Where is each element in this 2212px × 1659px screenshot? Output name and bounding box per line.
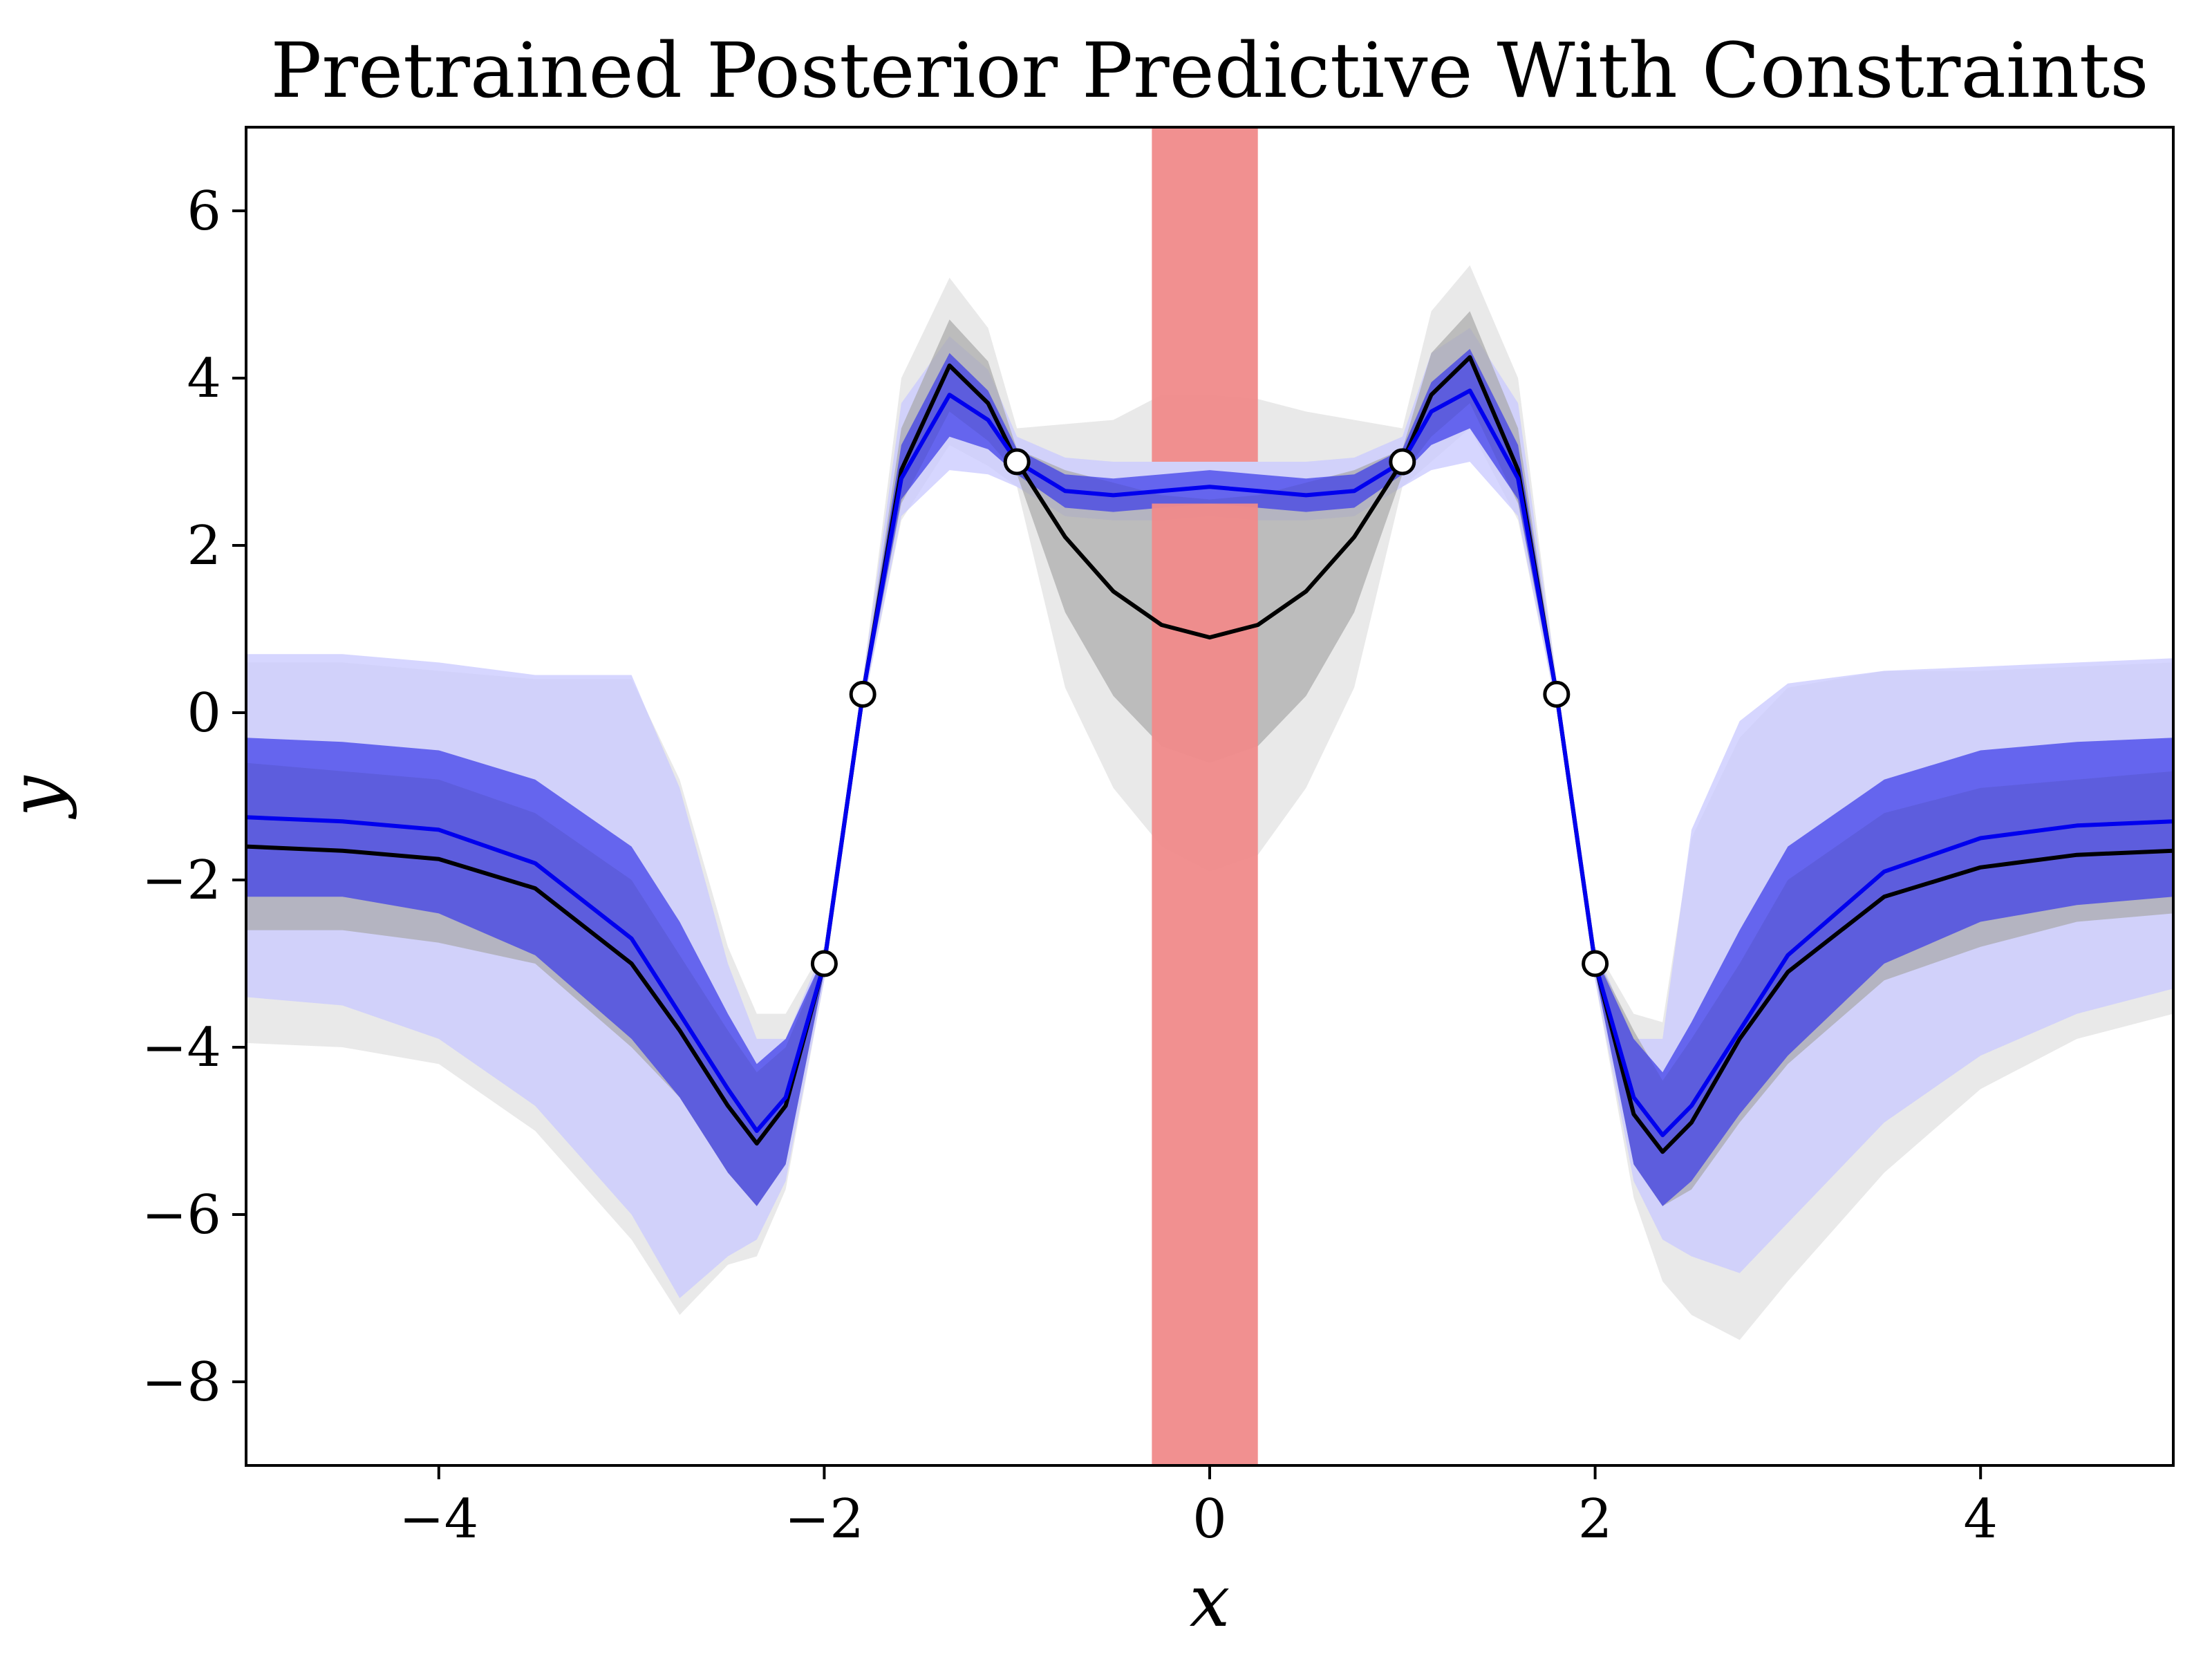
x-tick-label: 4 [1963,1488,1998,1550]
chart-title: Pretrained Posterior Predictive With Con… [270,26,2148,115]
y-tick-label: −6 [142,1184,221,1246]
constraint-region-0 [1152,127,1258,462]
plot-area [246,127,2173,1465]
constraint-region-1 [1152,503,1258,1465]
data-point [1582,950,1609,977]
data-point [849,680,877,708]
prior-mean-line [246,355,2173,1154]
data-point [1543,680,1571,708]
y-axis-label: y [0,775,78,819]
y-tick-label: 4 [187,348,221,410]
data-point [1003,448,1031,476]
y-axis: −8 −6 −4 −2 0 2 4 6 [142,180,246,1414]
y-tick-label: 6 [187,180,221,243]
y-tick-label: −2 [142,850,221,912]
x-tick-label: 0 [1192,1488,1227,1550]
y-tick-label: −4 [142,1017,221,1079]
x-axis: −4 −2 0 2 4 [399,1465,1998,1550]
posterior-mean-line [246,388,2173,1138]
x-tick-label: 2 [1578,1488,1613,1550]
x-tick-label: −2 [785,1488,864,1550]
y-tick-label: 2 [187,515,221,577]
x-tick-label: −4 [399,1488,478,1550]
y-tick-label: −8 [142,1351,221,1414]
data-point [810,950,838,977]
y-tick-label: 0 [187,682,221,744]
data-point [1389,448,1416,476]
x-axis-label: x [1190,1559,1230,1643]
